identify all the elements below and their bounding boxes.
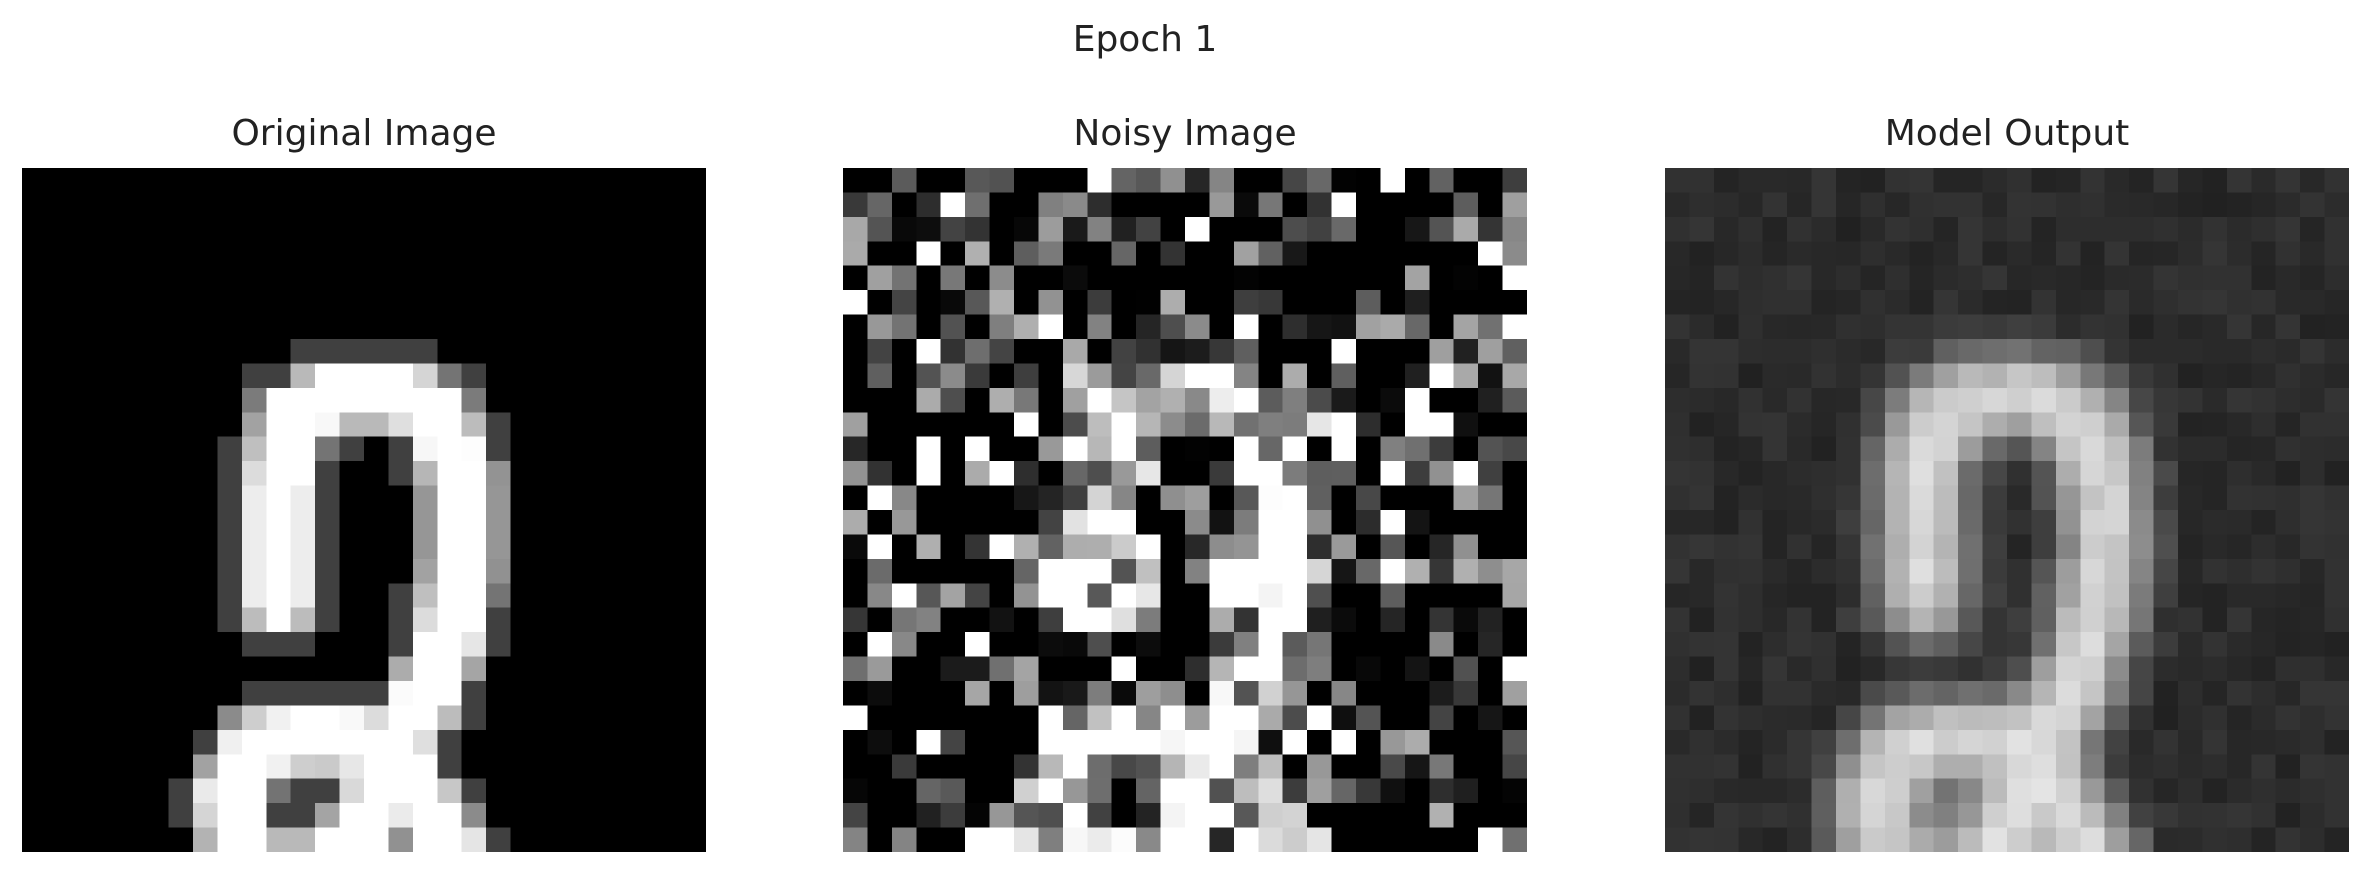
noisy-image-panel: Noisy Image — [843, 112, 1527, 852]
model-output-title: Model Output — [1884, 113, 2130, 154]
original-image — [22, 168, 706, 852]
model-output-image — [1665, 168, 2349, 852]
original-image-panel: Original Image — [22, 112, 706, 852]
original-image-title: Original Image — [231, 113, 497, 154]
model-output-panel: Model Output — [1665, 112, 2349, 852]
noisy-image-title: Noisy Image — [1073, 113, 1297, 154]
figure-title: Epoch 1 — [1072, 19, 1218, 60]
noisy-image — [843, 168, 1527, 852]
